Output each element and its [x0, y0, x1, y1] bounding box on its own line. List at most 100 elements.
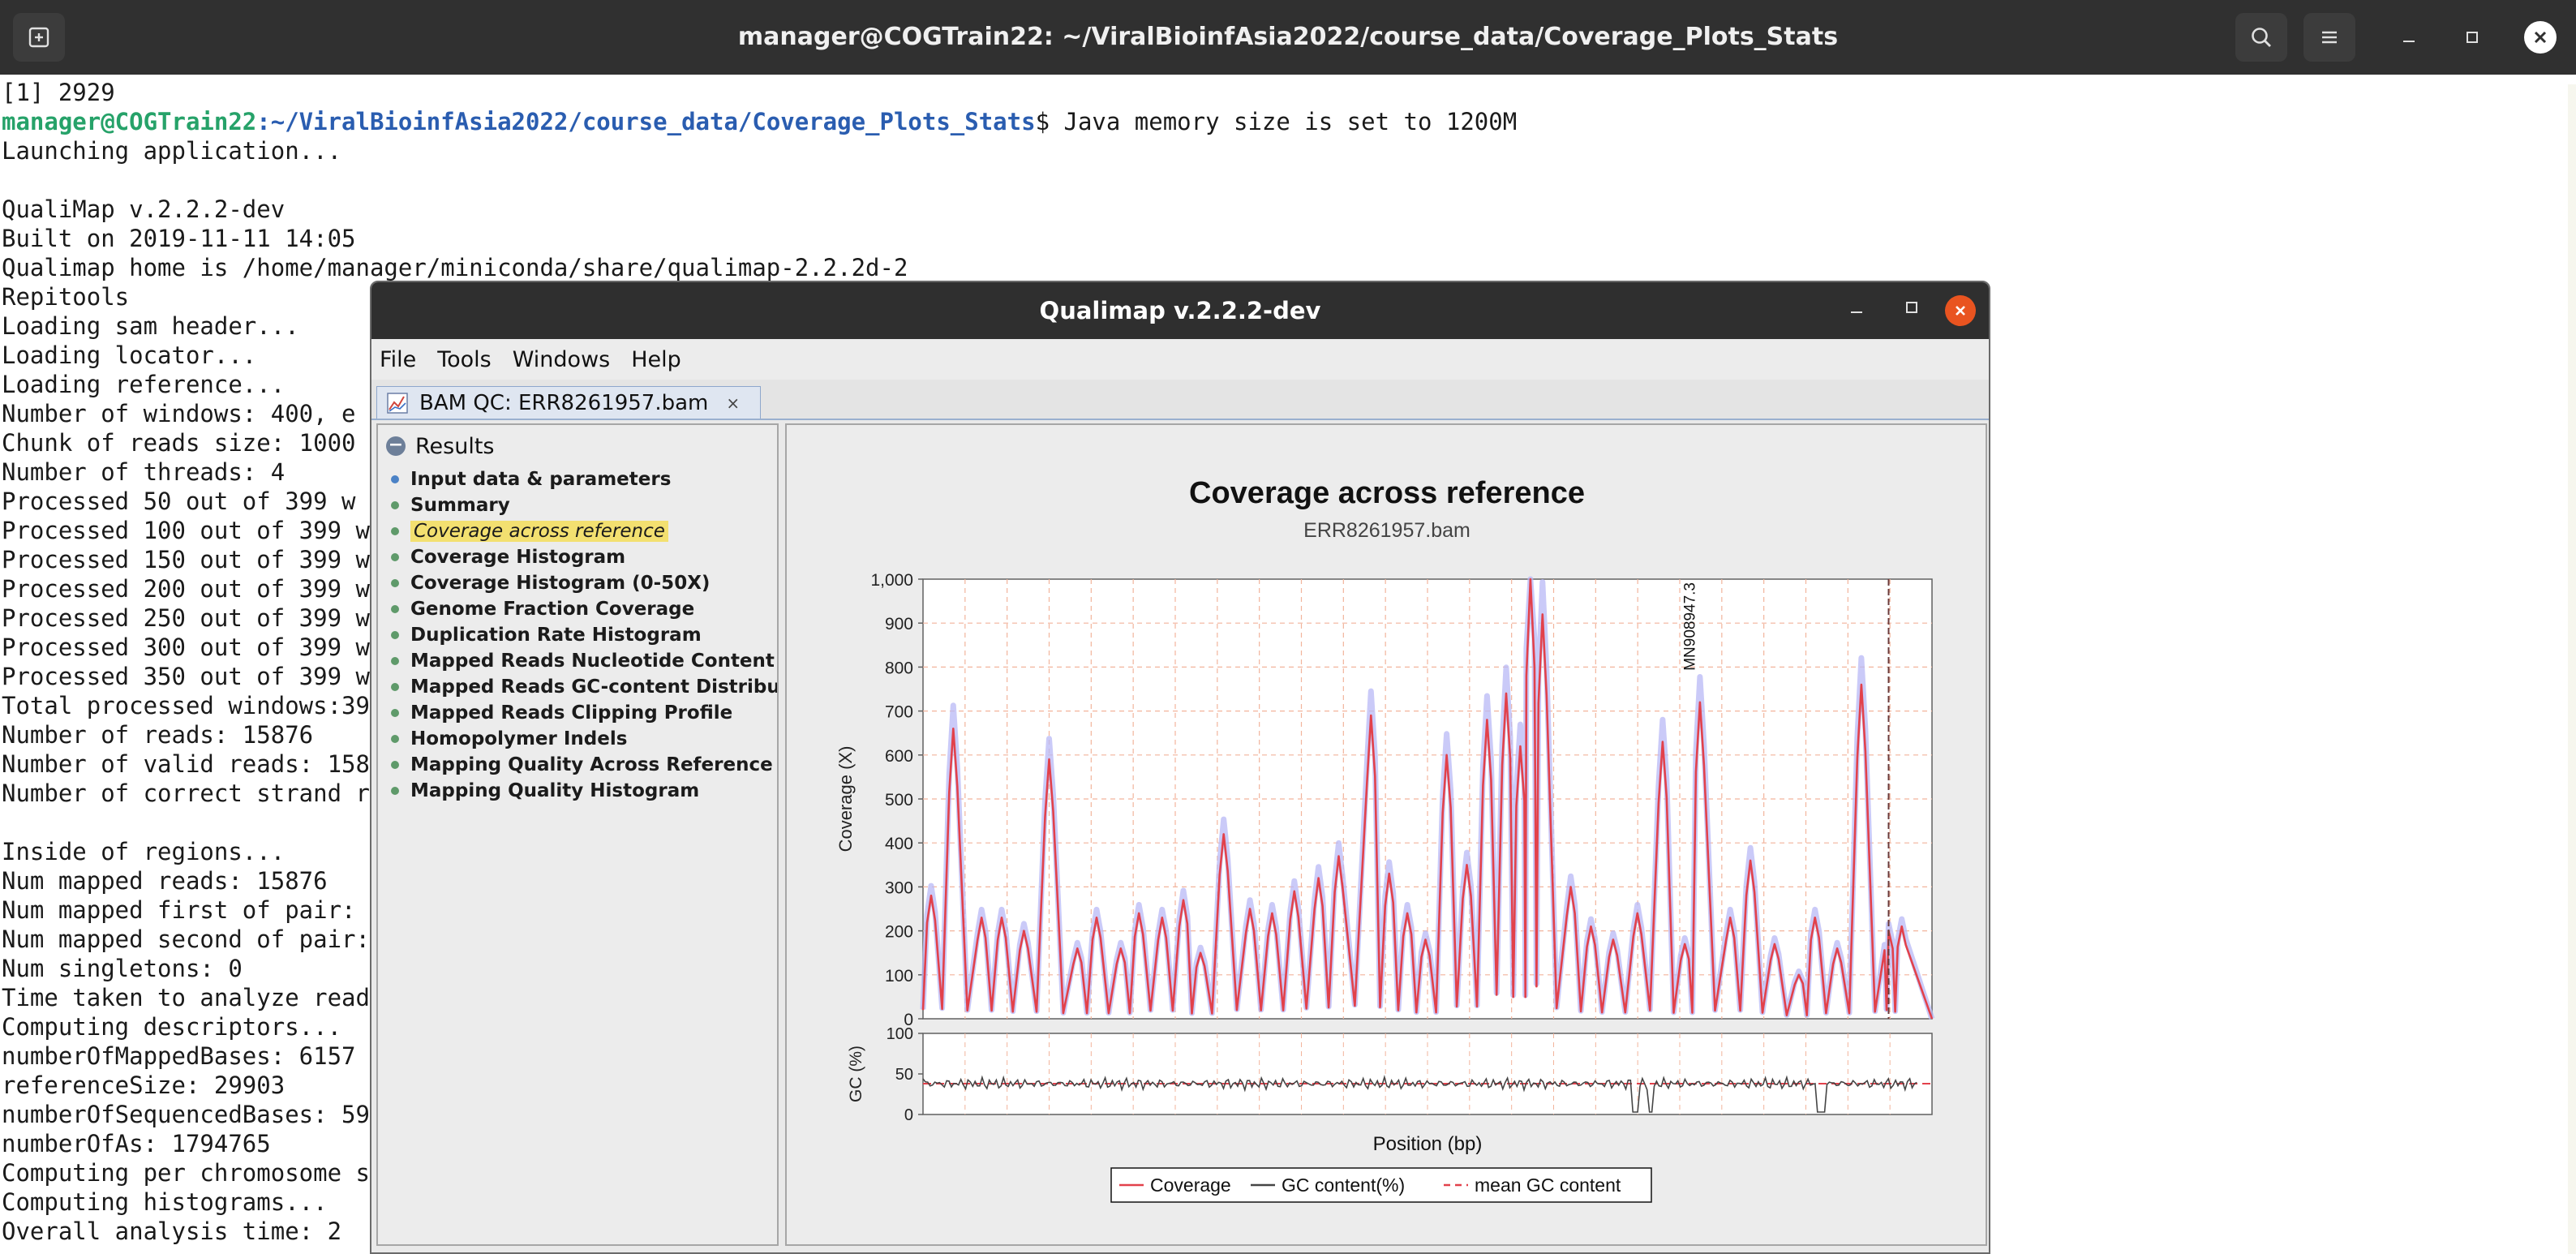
new-tab-button[interactable] [13, 13, 65, 62]
terminal-line-text: Processed 250 out of 399 w [2, 604, 370, 632]
terminal-line-text: referenceSize: 29903 [2, 1071, 286, 1099]
nav-item-label: Mapping Quality Across Reference [410, 754, 773, 775]
terminal-line: QualiMap v.2.2.2-dev [2, 195, 1517, 224]
nav-item[interactable]: Summary [386, 493, 510, 517]
qualimap-titlebar: Qualimap v.2.2.2-dev [371, 282, 1989, 339]
terminal-line-text: numberOfAs: 1794765 [2, 1130, 271, 1157]
bullet-icon [391, 605, 399, 613]
terminal-line: numberOfAs: 1794765 [2, 1129, 1517, 1158]
tab-bam-qc[interactable]: BAM QC: ERR8261957.bam × [376, 386, 761, 419]
y-tick-label: 400 [885, 835, 913, 853]
nav-item-label: Genome Fraction Coverage [410, 599, 695, 620]
minimize-icon [2403, 41, 2415, 42]
bullet-icon [391, 709, 399, 717]
nav-item-label: Mapped Reads GC-content Distributi [410, 676, 779, 698]
terminal-line: Computing histograms... [2, 1187, 1517, 1217]
menu-windows[interactable]: Windows [512, 346, 611, 372]
nav-item[interactable]: Homopolymer Indels [386, 727, 627, 751]
nav-item-label: Mapping Quality Histogram [410, 780, 700, 801]
minimize-button[interactable] [2394, 23, 2424, 52]
qualimap-close-button[interactable] [1945, 295, 1976, 326]
terminal-line-text: QualiMap v.2.2.2-dev [2, 195, 286, 223]
bullet-icon [391, 631, 399, 639]
y-tick-label: 600 [885, 747, 913, 766]
terminal-line: Num singletons: 0 [2, 954, 1517, 983]
terminal-line: Loading locator... [2, 341, 1517, 370]
hamburger-menu-icon [2322, 31, 2337, 44]
nav-item[interactable]: Mapped Reads GC-content Distributi [386, 675, 779, 699]
results-label: Results [415, 433, 495, 459]
nav-item-label: Coverage across reference [410, 521, 668, 542]
terminal-line: Number of threads: 4 [2, 457, 1517, 487]
prompt-user: manager@COGTrain22 [2, 108, 257, 135]
terminal-line: Total processed windows:39 [2, 691, 1517, 720]
terminal-line-text: Loading locator... [2, 341, 257, 369]
nav-item[interactable]: Genome Fraction Coverage [386, 597, 694, 621]
legend-label: GC content(%) [1282, 1175, 1405, 1196]
qualimap-maximize-button[interactable] [1898, 297, 1926, 324]
menu-help[interactable]: Help [631, 346, 681, 372]
nav-item[interactable]: Mapping Quality Across Reference [386, 753, 773, 777]
nav-item[interactable]: Coverage Histogram (0-50X) [386, 571, 710, 595]
terminal-line-text: Chunk of reads size: 1000 [2, 429, 356, 457]
terminal-line: Processed 350 out of 399 w [2, 662, 1517, 691]
maximize-button[interactable] [2458, 23, 2487, 52]
terminal-line-text: Computing per chromosome s [2, 1159, 370, 1187]
nav-item[interactable]: Duplication Rate Histogram [386, 623, 702, 647]
nav-item[interactable]: Mapping Quality Histogram [386, 779, 699, 803]
terminal-line-text: numberOfSequencedBases: 59 [2, 1101, 370, 1128]
terminal-line: Processed 150 out of 399 w [2, 545, 1517, 574]
nav-item-label: Duplication Rate Histogram [410, 625, 702, 646]
nav-item[interactable]: Input data & parameters [386, 467, 671, 492]
terminal-line-text: Num mapped first of pair: [2, 896, 356, 924]
nav-item[interactable]: Mapped Reads Clipping Profile [386, 701, 732, 725]
nav-item[interactable]: Coverage Histogram [386, 545, 625, 569]
terminal-line-text: Built on 2019-11-11 14:05 [2, 225, 356, 252]
gc-tick-label: 0 [904, 1106, 913, 1124]
terminal-line: Inside of regions... [2, 837, 1517, 866]
terminal-line: Built on 2019-11-11 14:05 [2, 224, 1517, 253]
maximize-icon [1906, 302, 1917, 313]
terminal-line: Qualimap home is /home/manager/miniconda… [2, 253, 1517, 282]
terminal-line: Num mapped first of pair: [2, 895, 1517, 925]
search-button[interactable] [2235, 13, 2287, 62]
collapse-icon[interactable]: − [386, 436, 406, 456]
close-icon [2534, 31, 2547, 44]
terminal-line-text: Number of valid reads: 158 [2, 750, 370, 778]
bullet-icon [391, 579, 399, 587]
gc-axis-label: GC (%) [847, 1046, 865, 1102]
menu-button[interactable] [2303, 13, 2355, 62]
close-icon [1956, 306, 1965, 316]
terminal-line: referenceSize: 29903 [2, 1071, 1517, 1100]
terminal-line-text: Repitools [2, 283, 130, 311]
y-tick-label: 500 [885, 791, 913, 810]
nav-item-label: Homopolymer Indels [410, 728, 628, 749]
menu-tools[interactable]: Tools [437, 346, 492, 372]
coverage-chart: Coverage across reference ERR8261957.bam 0… [835, 476, 1935, 1203]
terminal-line-text: Launching application... [2, 137, 342, 165]
tab-close-icon[interactable]: × [726, 393, 741, 413]
terminal-line-text: Processed 50 out of 399 w [2, 487, 356, 515]
terminal-line: Num mapped second of pair: [2, 925, 1517, 954]
legend-label: mean GC content [1475, 1175, 1621, 1196]
close-button[interactable] [2524, 21, 2557, 54]
bullet-icon [391, 683, 399, 691]
bullet-icon [391, 735, 399, 743]
terminal-line-text: Inside of regions... [2, 838, 286, 865]
chart-legend [1110, 1167, 1652, 1203]
bullet-icon [391, 761, 399, 769]
terminal-line-text: Num mapped second of pair: [2, 925, 370, 953]
results-tree-root[interactable]: − Results [386, 432, 495, 461]
bullet-icon [391, 501, 399, 509]
nav-item[interactable]: Coverage across reference [386, 519, 668, 543]
qualimap-minimize-button[interactable] [1843, 297, 1870, 324]
terminal-line-text: Num mapped reads: 15876 [2, 867, 328, 895]
qualimap-window: Qualimap v.2.2.2-dev File Tools Windows … [370, 281, 1990, 1254]
terminal-line: Number of windows: 400, e [2, 399, 1517, 428]
chart-title: Coverage across reference [1189, 476, 1585, 510]
y-tick-label: 700 [885, 703, 913, 722]
terminal-line-text: Qualimap home is /home/manager/miniconda… [2, 254, 908, 281]
menu-file[interactable]: File [380, 346, 417, 372]
nav-item[interactable]: Mapped Reads Nucleotide Content [386, 649, 775, 673]
terminal-line: Processed 200 out of 399 w [2, 574, 1517, 603]
